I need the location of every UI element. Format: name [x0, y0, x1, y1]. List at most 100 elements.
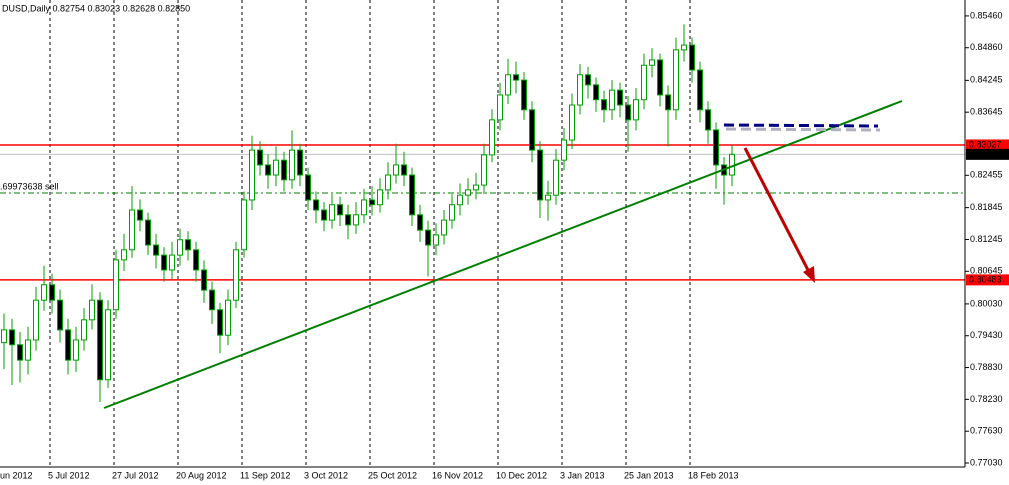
candle-body	[321, 209, 327, 221]
y-tick-label: 0.84860	[970, 42, 1003, 52]
candle-body	[25, 339, 31, 361]
candle-body	[409, 174, 415, 216]
candle-body	[425, 229, 431, 246]
candle-body	[345, 214, 351, 226]
order-label: .69973638 sell	[0, 181, 59, 191]
y-tick-label: 0.85460	[970, 10, 1003, 20]
y-tick-label: 0.77630	[970, 426, 1003, 436]
y-tick-label: 0.79430	[970, 330, 1003, 340]
candle-body	[593, 84, 599, 101]
candle-body	[545, 194, 551, 201]
x-tick-label: 11 Sep 2012	[240, 470, 290, 480]
candle-body	[273, 159, 279, 176]
x-tick-label: 10 Dec 2012	[496, 470, 547, 480]
candle-body	[569, 104, 575, 141]
candle-body	[257, 149, 263, 166]
candle-body	[433, 234, 439, 246]
candle-body	[673, 49, 679, 111]
x-tick-label: 16 Nov 2012	[432, 470, 483, 480]
y-tick-label: 0.77030	[970, 457, 1003, 467]
candle-body	[457, 194, 463, 206]
x-tick-label: 27 Jul 2012	[112, 470, 159, 480]
candle-body	[369, 199, 375, 206]
candle-body	[465, 189, 471, 196]
candle-body	[417, 214, 423, 231]
candle-body	[137, 209, 143, 221]
candle-body	[553, 159, 559, 196]
candle-body	[225, 299, 231, 336]
candle-body	[505, 74, 511, 96]
candle-body	[57, 299, 63, 331]
candle-body	[441, 219, 447, 236]
candle-body	[641, 64, 647, 101]
candle-body	[177, 239, 183, 256]
x-tick-label: 18 Feb 2013	[688, 470, 739, 480]
candle-body	[105, 309, 111, 381]
candle-body	[577, 74, 583, 106]
candle-body	[561, 139, 567, 161]
price-label: 0.82850	[969, 149, 1002, 159]
candle-body	[49, 284, 55, 301]
candle-body	[249, 149, 255, 201]
price-label-box	[966, 274, 1009, 286]
candle-body	[153, 244, 159, 256]
level-shadow	[725, 127, 881, 132]
candle-body	[513, 74, 519, 81]
candle-body	[705, 109, 711, 131]
candle-body	[209, 289, 215, 311]
y-tick-label: 0.81845	[970, 202, 1003, 212]
candle-body	[449, 204, 455, 221]
chart-title: DUSD,Daily 0.82754 0.83023 0.82628 0.828…	[2, 3, 190, 13]
price-label: 0.80483	[969, 274, 1002, 284]
candle-body	[1, 329, 7, 344]
x-tick-label: 20 Aug 2012	[176, 470, 227, 480]
candle-body	[393, 164, 399, 176]
candle-body	[89, 299, 95, 321]
candle-body	[353, 214, 359, 226]
candle-body	[9, 329, 15, 346]
x-tick-label: un 2012	[0, 470, 33, 480]
candle-body	[129, 209, 135, 251]
candle-body	[585, 74, 591, 86]
candle-body	[201, 269, 207, 291]
candle-body	[489, 119, 495, 156]
candle-body	[657, 59, 663, 96]
x-tick-label: 3 Jan 2013	[560, 470, 605, 480]
candle-body	[33, 299, 39, 341]
price-label-box	[966, 139, 1009, 151]
candle-body	[337, 204, 343, 216]
candle-body	[289, 149, 295, 181]
candle-body	[633, 99, 639, 121]
candle-body	[649, 59, 655, 66]
candle-body	[473, 184, 479, 191]
candle-body	[169, 254, 175, 271]
candle-body	[97, 299, 103, 381]
candle-body	[609, 89, 615, 111]
y-tick-label: 0.82455	[970, 170, 1003, 180]
candle-body	[385, 174, 391, 191]
candle-body	[265, 164, 271, 176]
y-tick-label: 0.80030	[970, 298, 1003, 308]
candle-body	[625, 104, 631, 121]
trend-line	[103, 100, 903, 409]
candle-body	[361, 199, 367, 216]
candle-body	[281, 159, 287, 181]
price-label-box	[966, 148, 1009, 160]
candle-body	[113, 259, 119, 311]
x-tick-label: 3 Oct 2012	[304, 470, 348, 480]
candle-body	[529, 109, 535, 151]
candle-body	[329, 204, 335, 221]
resistance-line	[723, 123, 879, 128]
candle-body	[65, 329, 71, 361]
arrow-head	[803, 266, 815, 283]
candle-body	[313, 199, 319, 211]
candle-body	[481, 154, 487, 186]
candle-body	[297, 149, 303, 176]
x-tick-label: 25 Oct 2012	[368, 470, 417, 480]
candle-body	[217, 309, 223, 336]
y-tick-label: 0.78830	[970, 362, 1003, 372]
candle-body	[41, 284, 47, 301]
candle-body	[537, 149, 543, 201]
